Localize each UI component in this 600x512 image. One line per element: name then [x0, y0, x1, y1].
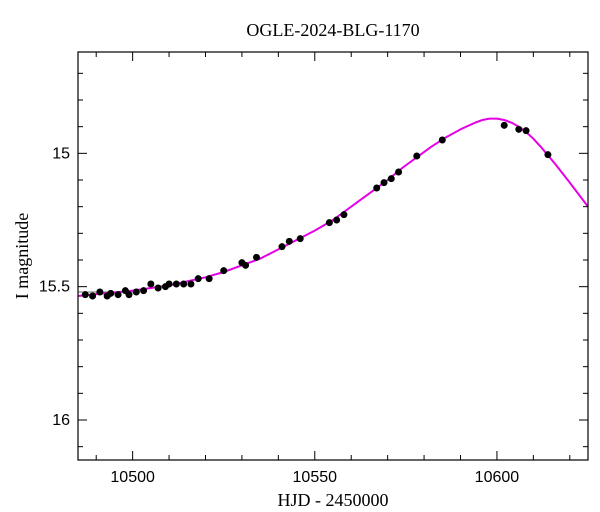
y-tick-label: 16 — [52, 412, 70, 429]
x-axis-label: HJD - 2450000 — [278, 490, 389, 510]
data-point — [148, 281, 154, 287]
data-point — [82, 292, 88, 298]
data-point — [341, 212, 347, 218]
data-point — [439, 137, 445, 143]
data-point — [141, 288, 147, 294]
chart-title: OGLE-2024-BLG-1170 — [246, 20, 419, 40]
data-point — [374, 185, 380, 191]
y-tick-label: 15 — [52, 145, 70, 162]
x-tick-label: 10550 — [293, 469, 338, 486]
data-point — [166, 281, 172, 287]
data-point — [297, 236, 303, 242]
data-point — [155, 285, 161, 291]
data-point — [181, 281, 187, 287]
data-point — [414, 153, 420, 159]
data-point — [286, 238, 292, 244]
data-point — [115, 292, 121, 298]
data-point — [396, 169, 402, 175]
x-tick-label: 10500 — [110, 469, 155, 486]
data-point — [326, 220, 332, 226]
data-point — [501, 122, 507, 128]
data-point — [126, 292, 132, 298]
data-point — [516, 126, 522, 132]
data-point — [243, 262, 249, 268]
data-point — [221, 268, 227, 274]
data-point — [195, 276, 201, 282]
x-tick-label: 10600 — [475, 469, 520, 486]
data-point — [173, 281, 179, 287]
data-point — [545, 152, 551, 158]
data-point — [90, 293, 96, 299]
data-point — [188, 281, 194, 287]
lightcurve-chart: 10500 10550 10600 15 15.5 16 OGLE-2024-BLG-117… — [0, 0, 600, 512]
data-point — [254, 254, 260, 260]
data-point — [133, 289, 139, 295]
data-point — [108, 290, 114, 296]
data-point — [388, 176, 394, 182]
data-point — [279, 244, 285, 250]
data-point — [206, 276, 212, 282]
data-point — [97, 289, 103, 295]
data-point — [381, 180, 387, 186]
y-tick-label: 15.5 — [39, 279, 70, 296]
data-point — [334, 217, 340, 223]
chart-svg: 10500 10550 10600 15 15.5 16 OGLE-2024-BLG-117… — [0, 0, 600, 512]
chart-bg — [0, 0, 600, 512]
data-point — [523, 128, 529, 134]
y-axis-label: I magnitude — [12, 213, 32, 299]
